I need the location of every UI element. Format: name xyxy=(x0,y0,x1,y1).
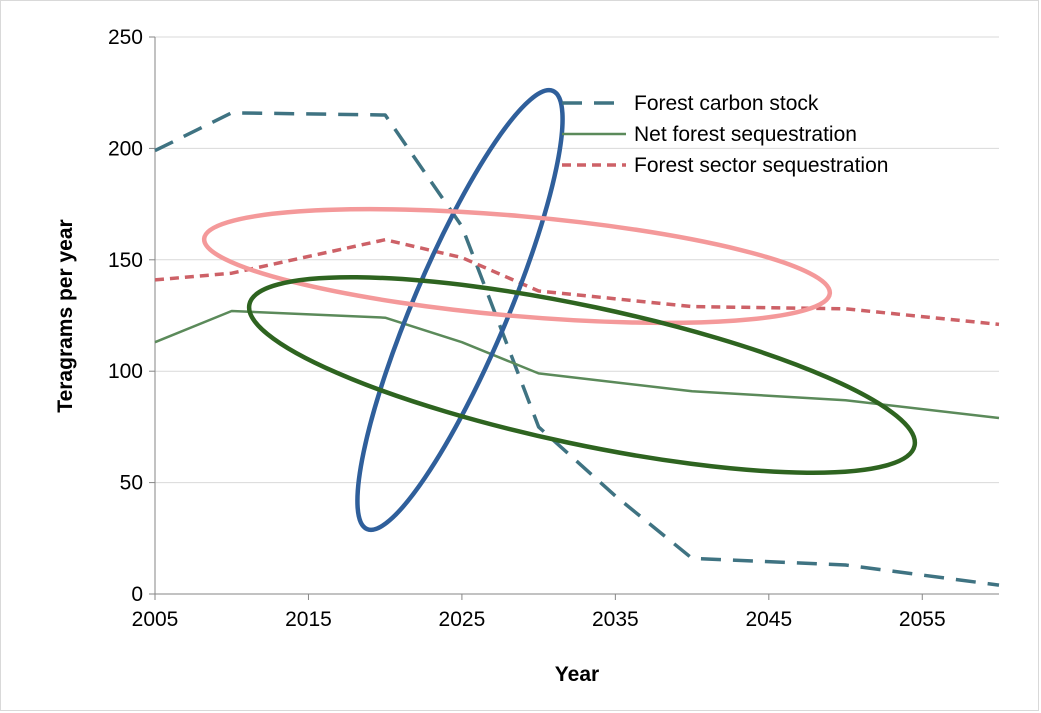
y-tick-label: 200 xyxy=(108,137,143,160)
series-line-1 xyxy=(154,309,1000,420)
series-line-2 xyxy=(154,237,1000,327)
x-tick-label: 2005 xyxy=(132,608,179,631)
annotations xyxy=(201,87,918,533)
y-tick-label: 250 xyxy=(108,26,143,49)
x-axis-title: Year xyxy=(555,663,599,686)
legend: Forest carbon stock Net forest sequestrat… xyxy=(562,92,888,177)
series-lines xyxy=(154,111,1000,587)
grid-lines xyxy=(155,36,999,484)
x-tick-label: 2045 xyxy=(745,608,792,631)
x-tick-label: 2055 xyxy=(899,608,946,631)
series-line-0 xyxy=(154,111,1000,587)
annotation-ellipse-2 xyxy=(246,275,918,475)
y-tick-label: 100 xyxy=(108,360,143,383)
y-tick-label: 0 xyxy=(131,583,143,606)
x-tick-label: 2035 xyxy=(592,608,639,631)
legend-label-2: Forest sector sequestration xyxy=(634,154,888,177)
annotation-ellipse-1 xyxy=(201,206,833,326)
axes: 0 50 100 150 200 250 2005 2015 2025 2035 2045 2055 xyxy=(108,26,999,631)
x-tick-label: 2015 xyxy=(285,608,332,631)
x-tick-label: 2025 xyxy=(439,608,486,631)
y-axis-title: Teragrams per year xyxy=(54,219,77,412)
legend-label-1: Net forest sequestration xyxy=(634,123,857,146)
legend-label-0: Forest carbon stock xyxy=(634,92,819,115)
y-tick-label: 50 xyxy=(120,472,143,495)
y-tick-label: 150 xyxy=(108,249,143,272)
annotation-ellipse-0 xyxy=(355,87,565,533)
